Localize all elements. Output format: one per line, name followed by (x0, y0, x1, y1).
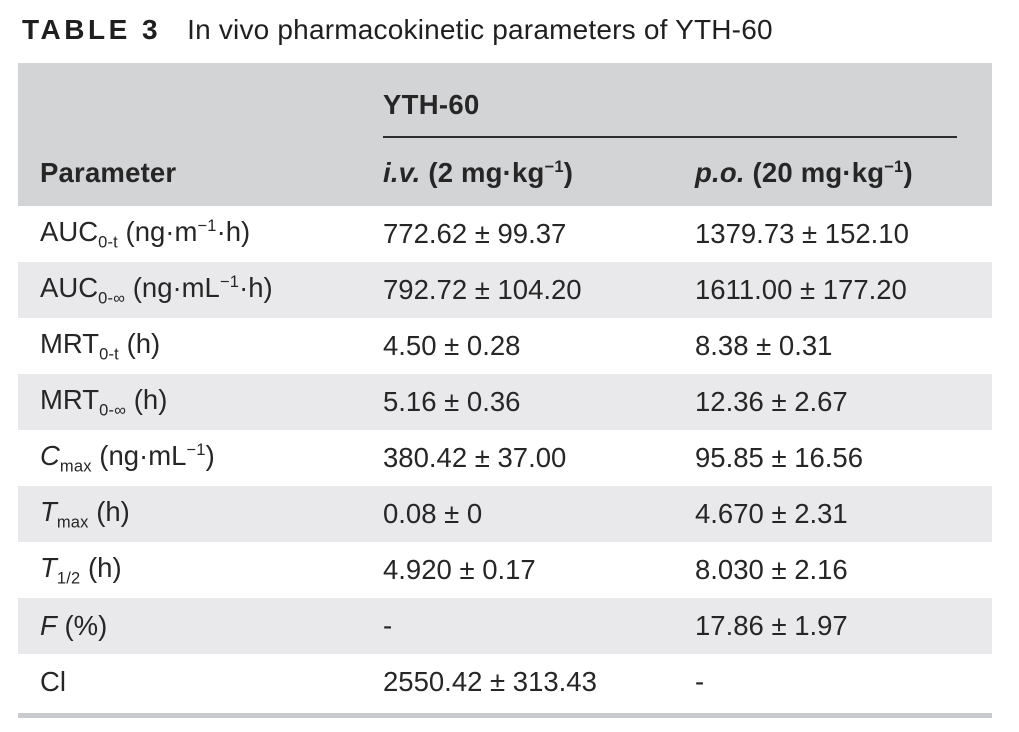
text-segment: ) (563, 157, 574, 188)
table-caption: TABLE 3 In vivo pharmacokinetic paramete… (22, 10, 1019, 50)
text-segment: −1 (186, 440, 206, 459)
text-segment: −1 (544, 157, 564, 176)
pk-table: YTH-60 Parameter i.v. (2 mg·kg−1) p.o. (… (18, 63, 992, 718)
text-segment: T (40, 551, 57, 583)
iv-value-cell: 0.08 ± 0 (383, 498, 483, 529)
text-segment: Parameter (40, 157, 177, 188)
parameter-cell: F (%) (40, 610, 383, 642)
text-segment: (2 mg·kg (420, 157, 545, 188)
po-value-cell: 1611.00 ± 177.20 (695, 274, 907, 305)
table-header: YTH-60 Parameter i.v. (2 mg·kg−1) p.o. (… (18, 63, 992, 206)
po-value-cell: 4.670 ± 2.31 (695, 498, 848, 529)
parameter-cell: T1/2 (h) (40, 552, 383, 588)
text-segment: (h) (118, 327, 161, 359)
parameter-cell: AUC0-∞ (ng·mL−1·h) (40, 272, 383, 308)
group-header-label: YTH-60 (383, 89, 480, 120)
iv-value-cell: 772.62 ± 99.37 (383, 218, 567, 249)
iv-value-cell: 5.16 ± 0.36 (383, 386, 521, 417)
text-segment: max (56, 513, 89, 532)
text-segment: −1 (219, 272, 240, 291)
po-value-cell: 95.85 ± 16.56 (695, 442, 864, 473)
text-segment: p.o. (695, 157, 745, 188)
po-value-cell: 8.030 ± 2.16 (695, 554, 848, 585)
table-row: AUC0-∞ (ng·mL−1·h) 792.72 ± 104.20 1611.00… (18, 262, 992, 318)
text-segment: MRT (40, 327, 100, 359)
text-segment: −1 (197, 216, 217, 235)
table-row: AUC0-t (ng·m−1·h) 772.62 ± 99.37 1379.73 ±… (18, 206, 992, 262)
text-segment: 0-t (99, 345, 119, 364)
group-header-row: YTH-60 (18, 89, 992, 138)
text-segment: (h) (80, 551, 122, 583)
text-segment: ·h) (216, 215, 251, 247)
group-header-spacer (40, 89, 383, 138)
text-segment: ·h) (239, 271, 273, 303)
po-value-cell: 1379.73 ± 152.10 (695, 218, 909, 249)
table-body: AUC0-t (ng·m−1·h) 772.62 ± 99.37 1379.73 ±… (18, 206, 992, 710)
text-segment: (ng·m (117, 215, 198, 247)
text-segment: 0-t (98, 233, 118, 252)
text-segment: (ng·mL (91, 439, 187, 471)
text-segment: AUC (40, 215, 99, 247)
text-segment: ) (205, 439, 215, 471)
text-segment: −1 (884, 157, 904, 176)
table-row: MRT0-∞ (h) 5.16 ± 0.36 12.36 ± 2.67 (18, 374, 992, 430)
column-header-iv: i.v. (2 mg·kg−1) (383, 157, 695, 189)
text-segment: F (40, 610, 57, 641)
po-value-cell: 17.86 ± 1.97 (695, 610, 848, 641)
text-segment: C (40, 439, 60, 471)
group-header-cell: YTH-60 (383, 89, 957, 138)
text-segment: Cl (40, 666, 66, 697)
column-header-row: Parameter i.v. (2 mg·kg−1) p.o. (20 mg·k… (18, 138, 992, 206)
text-segment: 1/2 (56, 569, 81, 588)
parameter-cell: Cl (40, 666, 383, 698)
column-header-parameter: Parameter (40, 157, 383, 189)
text-segment: ) (903, 157, 913, 188)
column-header-po: p.o. (20 mg·kg−1) (695, 157, 992, 189)
po-value-cell: 12.36 ± 2.67 (695, 386, 848, 417)
parameter-cell: Cmax (ng·mL−1) (40, 440, 383, 476)
table-title-text: In vivo pharmacokinetic parameters of YT… (187, 14, 773, 45)
table-row: Cmax (ng·mL−1) 380.42 ± 37.00 95.85 ± 16.5… (18, 430, 992, 486)
text-segment: 0-∞ (98, 289, 126, 308)
table-row: F (%) -17.86 ± 1.97 (18, 598, 992, 654)
table-row: Tmax (h) 0.08 ± 0 4.670 ± 2.31 (18, 486, 992, 542)
text-segment: max (59, 457, 92, 476)
parameter-cell: Tmax (h) (40, 496, 383, 532)
text-segment: 0-∞ (99, 401, 127, 420)
table-row: T1/2 (h) 4.920 ± 0.17 8.030 ± 2.16 (18, 542, 992, 598)
text-segment: MRT (40, 383, 100, 415)
iv-value-cell: 792.72 ± 104.20 (383, 274, 582, 305)
text-segment: (20 mg·kg (744, 157, 885, 188)
table-number: TABLE 3 (22, 14, 162, 45)
iv-value-cell: - (383, 610, 393, 641)
table-bottom-rule (18, 713, 992, 718)
iv-value-cell: 4.920 ± 0.17 (383, 554, 536, 585)
table-row: MRT0-t (h) 4.50 ± 0.28 8.38 ± 0.31 (18, 318, 992, 374)
text-segment: (%) (56, 610, 108, 641)
parameter-cell: MRT0-∞ (h) (40, 384, 383, 420)
po-value-cell: - (695, 666, 705, 697)
parameter-cell: AUC0-t (ng·m−1·h) (40, 216, 383, 252)
text-segment: AUC (40, 271, 99, 303)
table-row: Cl 2550.42 ± 313.43 - (18, 654, 992, 710)
parameter-cell: MRT0-t (h) (40, 328, 383, 364)
text-segment: T (40, 495, 57, 527)
iv-value-cell: 4.50 ± 0.28 (383, 330, 521, 361)
po-value-cell: 8.38 ± 0.31 (695, 330, 833, 361)
text-segment: (ng·mL (125, 271, 220, 303)
text-segment: i.v. (383, 157, 421, 188)
iv-value-cell: 380.42 ± 37.00 (383, 442, 567, 473)
iv-value-cell: 2550.42 ± 313.43 (383, 666, 597, 697)
text-segment: (h) (126, 383, 168, 415)
text-segment: (h) (88, 495, 130, 527)
